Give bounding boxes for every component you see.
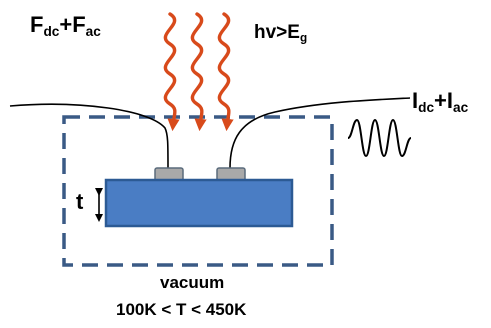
wavy-arrow-icon [190, 12, 207, 132]
temperature-range-label: 100K < T < 450K [116, 300, 247, 319]
right-wire [229, 97, 411, 169]
sine-wave-icon [347, 118, 412, 158]
photon-arrows [163, 12, 234, 132]
left-wire [9, 103, 169, 169]
sample-slab [104, 178, 294, 228]
wavy-arrow-icon [163, 12, 180, 132]
vacuum-chamber-border [62, 115, 334, 267]
wavy-arrow-icon [217, 12, 234, 132]
thickness-label: t [76, 189, 84, 214]
force-label: Fdc+Fac [30, 12, 101, 39]
photon-energy-label: hv>Eg [254, 22, 308, 45]
environment-label: vacuum [160, 273, 225, 292]
current-label: Idc+Iac [412, 88, 469, 115]
